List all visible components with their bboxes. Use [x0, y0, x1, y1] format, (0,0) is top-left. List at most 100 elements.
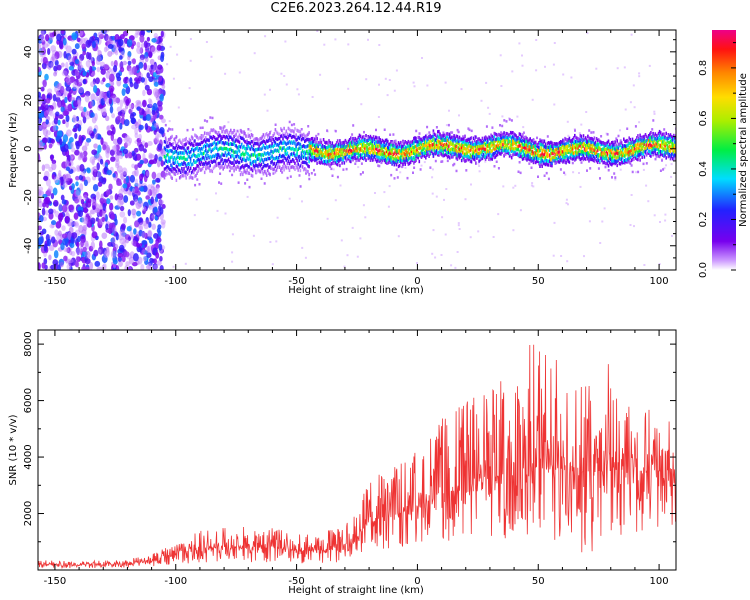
- spectrogram-cell: [78, 224, 84, 233]
- spectrogram-cell: [366, 138, 368, 143]
- spectrogram-cell: [224, 151, 227, 155]
- spectrogram-cell: [497, 146, 500, 151]
- spectrogram-cell: [641, 136, 644, 139]
- spectrogram-cell: [116, 76, 122, 82]
- spectrogram-cell: [517, 170, 520, 173]
- spectrogram-cell: [308, 156, 311, 160]
- spectrogram-cell: [388, 143, 390, 147]
- spectrogram-cell: [495, 153, 498, 158]
- spectrogram-cell: [564, 136, 566, 141]
- spectrogram-cell: [220, 137, 222, 142]
- spectrogram-cell: [38, 236, 44, 245]
- spectrogram-cell: [530, 149, 533, 153]
- spectrogram-cell: [480, 147, 483, 151]
- spectrogram-cell: [270, 145, 272, 149]
- spectrogram-cell: [444, 143, 447, 147]
- spectrogram-cell: [561, 149, 563, 154]
- spectrogram-cell: [458, 156, 461, 160]
- spectrogram-cell: [276, 216, 279, 219]
- spectrogram-cell: [549, 159, 551, 164]
- spectrogram-cell: [249, 161, 252, 166]
- spectrogram-cell: [151, 171, 157, 180]
- spectrogram-cell: [425, 140, 427, 144]
- spectrogram-cell: [567, 203, 569, 206]
- spectrogram-cell: [516, 147, 518, 151]
- spectrogram-cell: [290, 147, 293, 151]
- spectrogram-cell: [589, 154, 591, 158]
- spectrogram-cell: [586, 151, 588, 155]
- spectrogram-cell: [173, 167, 176, 171]
- spectrogram-cell: [246, 143, 248, 147]
- spectrogram-cell: [205, 145, 207, 149]
- spectrogram-cell: [576, 140, 578, 144]
- spectrogram-cell: [177, 168, 180, 172]
- spectrogram-cell: [217, 141, 219, 145]
- spectrogram-cell: [572, 146, 575, 150]
- spectrogram-cell: [455, 152, 458, 156]
- spectrogram-cell: [342, 155, 344, 159]
- spectrogram-cell: [210, 135, 212, 140]
- spectrogram-cell: [455, 149, 458, 153]
- spectrogram-cell: [343, 265, 346, 268]
- spectrogram-cell: [410, 151, 413, 156]
- spectrogram-cell: [475, 141, 477, 145]
- spectrogram-cell: [367, 153, 369, 157]
- spectrogram-cell: [200, 134, 203, 137]
- spectrogram-cell: [146, 30, 152, 33]
- spectrogram-cell: [257, 147, 259, 151]
- spectrogram-cell: [186, 146, 189, 150]
- spectrogram-cell: [508, 145, 511, 149]
- spectrogram-cell: [62, 37, 67, 46]
- spectrogram-cell: [213, 146, 216, 150]
- spectrogram-cell: [138, 76, 142, 82]
- spectrogram-cell: [205, 148, 207, 153]
- spectrogram-cell: [316, 146, 318, 150]
- spectrogram-cell: [385, 161, 388, 165]
- spectrogram-cell: [235, 150, 237, 154]
- spectrogram-cell: [44, 196, 51, 204]
- spectrogram-cell: [207, 131, 209, 136]
- spectrogram-cell: [183, 160, 185, 165]
- spectrogram-cell: [506, 149, 509, 153]
- spectrogram-cell: [455, 156, 458, 160]
- spectrogram-cell: [430, 135, 433, 139]
- spectrogram-cell: [409, 156, 412, 160]
- spectrogram-cell: [224, 212, 227, 215]
- spectrogram-cell: [531, 182, 534, 185]
- spectrogram-cell: [602, 142, 604, 147]
- spectrogram-cell: [334, 156, 337, 161]
- spectrogram-cell: [116, 181, 123, 187]
- spectrogram-cell: [318, 155, 321, 159]
- spectrogram-cell: [223, 134, 226, 139]
- spectrogram-cell: [210, 159, 212, 164]
- spectrogram-cell: [51, 162, 57, 171]
- spectrogram-cell: [462, 137, 464, 141]
- spectrogram-cell: [509, 140, 512, 144]
- spectrogram-cell: [499, 124, 501, 127]
- spectrogram-cell: [285, 135, 288, 139]
- spectrogram-cell: [354, 156, 356, 161]
- spectrogram-cell: [284, 148, 286, 153]
- spectrogram-cell: [407, 144, 410, 148]
- spectrogram-cell: [596, 138, 599, 142]
- spectrogram-cell: [249, 129, 252, 132]
- spectrogram-cell: [580, 142, 583, 146]
- spectrogram-cell: [224, 141, 227, 145]
- spectrogram-cell: [404, 159, 406, 163]
- spectrogram-cell: [93, 249, 99, 257]
- spectrogram-cell: [365, 139, 367, 143]
- spectrogram-cell: [604, 161, 607, 166]
- spectrogram-cell: [421, 145, 424, 150]
- spectrogram-cell: [630, 140, 633, 144]
- spectrogram-cell: [642, 135, 645, 139]
- spectrogram-cell: [219, 172, 222, 175]
- spectrogram-cell: [257, 153, 259, 157]
- spectrogram-cell: [267, 168, 269, 173]
- spectrogram-cell: [513, 147, 515, 151]
- spectrogram-cell: [140, 43, 145, 49]
- spectrogram-cell: [377, 158, 379, 162]
- spectrogram-cell: [557, 146, 560, 150]
- spectrogram-cell: [370, 156, 373, 160]
- spectrogram-cell: [203, 170, 206, 175]
- spectrogram-cell: [267, 134, 269, 137]
